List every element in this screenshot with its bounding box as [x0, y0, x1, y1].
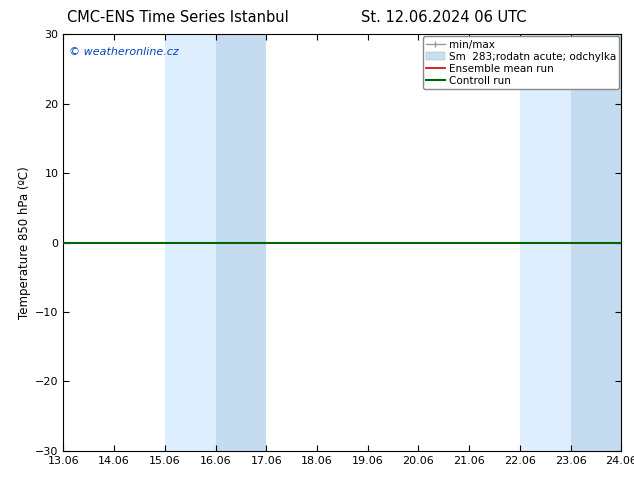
Bar — [216, 34, 266, 451]
Legend: min/max, Sm  283;rodatn acute; odchylka, Ensemble mean run, Controll run: min/max, Sm 283;rodatn acute; odchylka, … — [423, 36, 619, 89]
Text: St. 12.06.2024 06 UTC: St. 12.06.2024 06 UTC — [361, 10, 527, 25]
Text: © weatheronline.cz: © weatheronline.cz — [69, 47, 179, 57]
Bar — [165, 34, 266, 451]
Text: CMC-ENS Time Series Istanbul: CMC-ENS Time Series Istanbul — [67, 10, 288, 25]
Bar — [571, 34, 621, 451]
Y-axis label: Temperature 850 hPa (ºC): Temperature 850 hPa (ºC) — [18, 166, 31, 319]
Bar — [520, 34, 621, 451]
